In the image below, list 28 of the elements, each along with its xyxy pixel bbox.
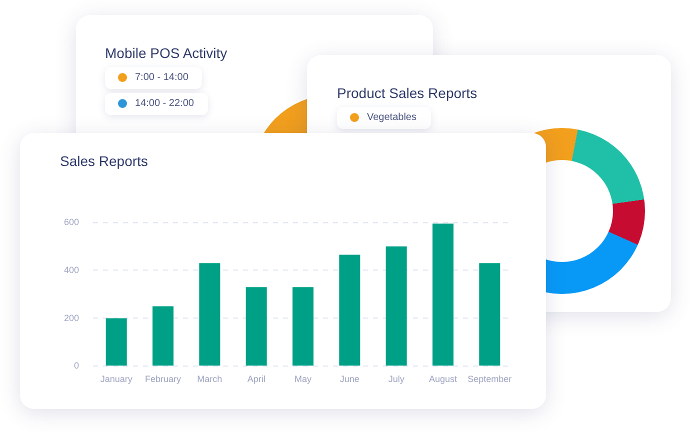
x-tick-label: January <box>100 374 133 384</box>
text: 14:00 - 22:00 <box>105 93 208 115</box>
bar <box>106 318 127 366</box>
bar <box>199 263 220 366</box>
bar <box>432 224 454 366</box>
x-tick-label: July <box>388 374 405 384</box>
text: Mobile POS Activity <box>105 45 228 61</box>
text: Vegetables <box>337 107 430 129</box>
y-tick-label: 0 <box>74 360 80 371</box>
x-tick-label: May <box>294 374 312 384</box>
bar <box>246 287 267 366</box>
x-tick-label: September <box>468 374 512 384</box>
bar <box>292 287 314 366</box>
x-tick-label: June <box>340 374 360 384</box>
text: Product Sales Reports <box>337 85 478 101</box>
text: 7:00 - 14:00 <box>105 67 202 89</box>
bar <box>339 254 360 366</box>
x-tick-label: April <box>247 374 266 384</box>
y-tick-label: 400 <box>64 264 80 275</box>
y-tick-label: 200 <box>64 312 80 323</box>
bar <box>152 306 174 366</box>
x-tick-label: August <box>428 374 458 384</box>
bar <box>386 246 407 366</box>
y-tick-label: 600 <box>64 216 80 227</box>
bar <box>479 263 500 366</box>
x-tick-label: March <box>197 374 222 384</box>
x-tick-label: February <box>145 374 182 384</box>
chart-title: Sales Reports <box>60 153 148 169</box>
